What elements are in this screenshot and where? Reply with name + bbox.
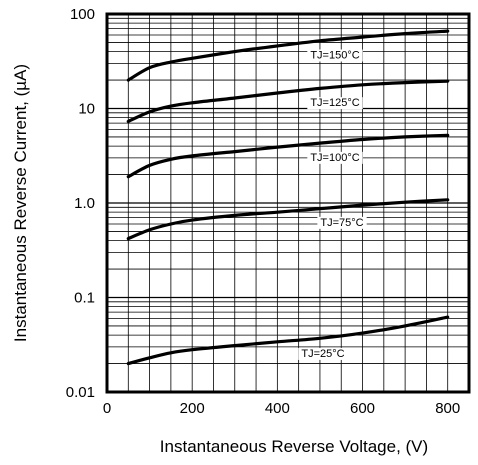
curve-tj25c — [126, 315, 450, 366]
plot-frame — [105, 12, 471, 394]
curve-label-background — [298, 347, 348, 360]
curve-label-background — [307, 151, 363, 164]
curve-label-background — [307, 97, 363, 110]
x-axis-label: Instantaneous Reverse Voltage, (V) — [160, 437, 428, 456]
curve-label: TJ=75°C — [320, 217, 363, 229]
x-tick-label: 400 — [265, 400, 290, 417]
curve-labels: TJ=150°C TJ=125°C TJ=100°C TJ=75°C TJ=25°C — [298, 49, 367, 360]
y-axis-label: Instantaneous Reverse Current, (µA) — [11, 64, 30, 342]
y-tick-labels: 0.01 0.1 1.0 10 100 — [66, 6, 95, 401]
curve-tj75c — [126, 198, 450, 241]
x-tick-labels: 0 200 400 600 800 — [103, 400, 460, 417]
x-tick-label: 800 — [435, 400, 460, 417]
x-tick-label: 600 — [350, 400, 375, 417]
curves — [126, 29, 450, 366]
y-tick-label: 1.0 — [74, 195, 95, 212]
y-tick-label: 0.01 — [66, 384, 95, 401]
y-tick-label: 0.1 — [74, 290, 95, 307]
curve-tj125c — [126, 79, 450, 123]
curve-label: TJ=150°C — [310, 50, 359, 62]
curve-label-background — [307, 49, 363, 62]
curve-label: TJ=125°C — [310, 97, 359, 109]
curve-label: TJ=100°C — [310, 152, 359, 164]
curve-tj150c — [126, 29, 450, 82]
curve-label-background — [317, 216, 367, 229]
curve-label: TJ=25°C — [301, 348, 344, 360]
y-tick-label: 100 — [70, 6, 95, 23]
curve-tj100c — [126, 133, 450, 179]
x-tick-label: 200 — [180, 400, 205, 417]
x-tick-label: 0 — [103, 400, 111, 417]
y-tick-label: 10 — [78, 101, 95, 118]
